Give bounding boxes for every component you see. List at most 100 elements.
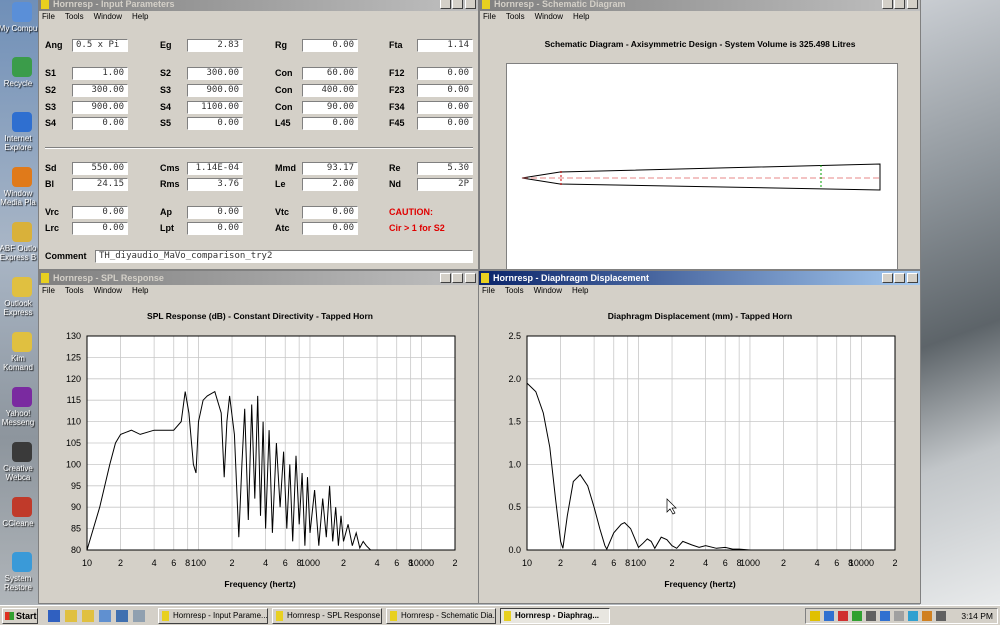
param-value[interactable]: 0.00 (302, 117, 358, 130)
quick-launch-icon[interactable] (133, 610, 145, 622)
menu-item[interactable]: Window (533, 286, 563, 295)
task-button[interactable]: Hornresp - SPL Response (272, 608, 382, 624)
window-button[interactable] (440, 0, 451, 9)
tray-icon[interactable] (810, 611, 820, 621)
desktop-icon[interactable] (12, 277, 32, 297)
menu-item[interactable]: Tools (64, 12, 84, 21)
desktop-icon[interactable] (12, 552, 32, 572)
menu-item[interactable]: Window (93, 286, 123, 295)
quick-launch-icon[interactable] (82, 610, 94, 622)
menu-item[interactable]: Tools (64, 286, 84, 295)
param-value[interactable]: 1100.00 (187, 101, 243, 114)
param-value[interactable]: 60.00 (302, 67, 358, 80)
window-button[interactable] (882, 273, 893, 283)
quick-launch-icon[interactable] (48, 610, 60, 622)
param-value[interactable]: 1.14 (417, 39, 473, 52)
param-value[interactable]: 0.00 (302, 39, 358, 52)
window-button[interactable] (465, 0, 476, 9)
tray-icon[interactable] (908, 611, 918, 621)
param-value[interactable]: 0.00 (417, 84, 473, 97)
menu-item[interactable]: Tools (505, 12, 525, 21)
tray-icon[interactable] (880, 611, 890, 621)
window-button[interactable] (907, 0, 918, 9)
tray-icon[interactable] (852, 611, 862, 621)
desktop-icon[interactable] (12, 387, 32, 407)
param-value[interactable]: 2.83 (187, 39, 243, 52)
param-value[interactable]: 0.00 (417, 67, 473, 80)
desktop-icon[interactable] (12, 332, 32, 352)
menu-item[interactable]: File (42, 286, 55, 295)
schematic-canvas (506, 63, 898, 270)
param-value[interactable]: 900.00 (72, 101, 128, 114)
quick-launch-icon[interactable] (99, 610, 111, 622)
param-value[interactable]: 24.15 (72, 178, 128, 191)
wallpaper-photo (920, 0, 1000, 605)
menu-item[interactable]: Window (534, 12, 564, 21)
tray-icon[interactable] (922, 611, 932, 621)
desktop-icon[interactable] (12, 167, 32, 187)
menu-item[interactable]: File (483, 12, 496, 21)
param-label: Con (275, 102, 293, 112)
window-button[interactable] (452, 0, 463, 9)
tray-icon[interactable] (894, 611, 904, 621)
param-value[interactable]: 900.00 (187, 84, 243, 97)
window-button[interactable] (907, 273, 918, 283)
tray-icon[interactable] (866, 611, 876, 621)
param-value[interactable]: 550.00 (72, 162, 128, 175)
param-value[interactable]: 93.17 (302, 162, 358, 175)
param-value[interactable]: 0.00 (72, 117, 128, 130)
window-button[interactable] (882, 0, 893, 9)
desktop-icon[interactable] (12, 222, 32, 242)
menu-item[interactable]: File (42, 12, 55, 21)
param-value[interactable]: 1.00 (72, 67, 128, 80)
tray-icon[interactable] (936, 611, 946, 621)
menu-item[interactable]: Help (572, 286, 589, 295)
window-button[interactable] (894, 273, 905, 283)
param-value[interactable]: 0.00 (187, 117, 243, 130)
menu-item[interactable]: Help (132, 12, 149, 21)
param-value[interactable]: 5.30 (417, 162, 473, 175)
menu-item[interactable]: Help (573, 12, 590, 21)
tray-icon[interactable] (824, 611, 834, 621)
param-value[interactable]: 0.00 (302, 222, 358, 235)
desktop-icon[interactable] (12, 497, 32, 517)
window-button[interactable] (440, 273, 451, 283)
param-value[interactable]: 300.00 (72, 84, 128, 97)
data-line (86, 390, 371, 551)
comment-value[interactable]: TH_diyaudio_MaVo_comparison_try2 (95, 250, 473, 263)
desktop-icon[interactable] (12, 112, 32, 132)
menu-bar: File Tools Window Help (482, 286, 588, 295)
window-button[interactable] (894, 0, 905, 9)
menu-item[interactable]: Tools (504, 286, 524, 295)
param-value[interactable]: 0.00 (72, 222, 128, 235)
param-value[interactable]: 400.00 (302, 84, 358, 97)
desktop-icon[interactable] (12, 57, 32, 77)
param-value[interactable]: 2P (417, 178, 473, 191)
param-value[interactable]: 1.14E-04 (187, 162, 243, 175)
param-value[interactable]: 0.00 (187, 206, 243, 219)
task-button[interactable]: Hornresp - Schematic Dia... (386, 608, 496, 624)
tray-icon[interactable] (838, 611, 848, 621)
menu-item[interactable]: Help (132, 286, 149, 295)
param-value[interactable]: 0.00 (72, 206, 128, 219)
desktop-icon[interactable] (12, 2, 32, 22)
task-button[interactable]: Hornresp - Input Parame... (158, 608, 268, 624)
quick-launch-icon[interactable] (65, 610, 77, 622)
param-value[interactable]: 3.76 (187, 178, 243, 191)
window-button[interactable] (452, 273, 463, 283)
param-value[interactable]: 0.00 (302, 206, 358, 219)
menu-item[interactable]: Window (93, 12, 123, 21)
desktop-icon[interactable] (12, 442, 32, 462)
param-value[interactable]: 0.00 (187, 222, 243, 235)
task-button[interactable]: Hornresp - Diaphrag... (500, 608, 610, 624)
param-value[interactable]: 90.00 (302, 101, 358, 114)
param-value[interactable]: 0.00 (417, 101, 473, 114)
menu-item[interactable]: File (482, 286, 495, 295)
param-value[interactable]: 0.00 (417, 117, 473, 130)
quick-launch-icon[interactable] (116, 610, 128, 622)
start-button[interactable]: Start (2, 608, 38, 624)
param-value[interactable]: 0.5 x Pi (72, 39, 128, 52)
param-value[interactable]: 2.00 (302, 178, 358, 191)
param-value[interactable]: 300.00 (187, 67, 243, 80)
window-button[interactable] (465, 273, 476, 283)
